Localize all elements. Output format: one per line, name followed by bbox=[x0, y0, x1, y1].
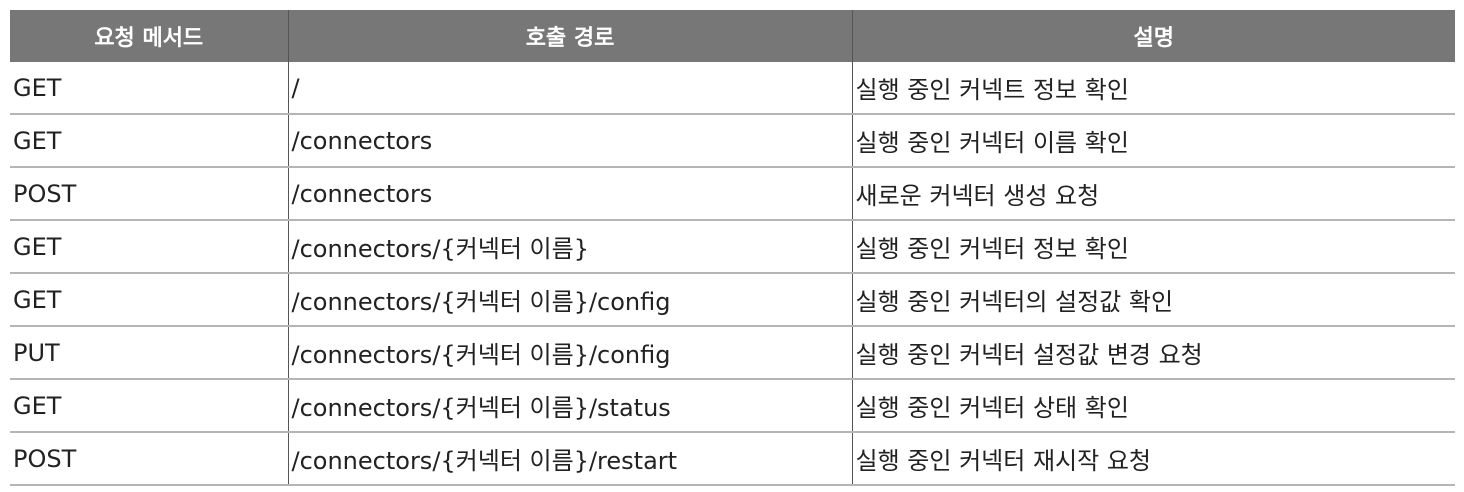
description-cell: 실행 중인 커넥터 정보 확인 bbox=[851, 220, 1455, 274]
method-cell: POST bbox=[10, 432, 288, 486]
method-cell: POST bbox=[10, 167, 288, 221]
path-cell: /connectors bbox=[287, 167, 852, 221]
description-cell: 실행 중인 커넥터 재시작 요청 bbox=[851, 432, 1455, 486]
description-cell: 실행 중인 커넥터 이름 확인 bbox=[851, 114, 1455, 168]
description-cell: 새로운 커넥터 생성 요청 bbox=[851, 167, 1455, 221]
table-row: GET / 실행 중인 커넥트 정보 확인 bbox=[10, 62, 1455, 115]
header-row: 요청 메서드 호출 경로 설명 bbox=[10, 10, 1455, 62]
description-cell: 실행 중인 커넥터 설정값 변경 요청 bbox=[851, 326, 1455, 380]
path-cell: /connectors/{커넥터 이름}/restart bbox=[287, 432, 852, 486]
description-cell: 실행 중인 커넥터의 설정값 확인 bbox=[851, 273, 1455, 327]
method-cell: GET bbox=[10, 273, 288, 327]
table-row: GET/connectors/{커넥터 이름} 실행 중인 커넥터 정보 확인 bbox=[10, 220, 1455, 274]
header-path: 호출 경로 bbox=[287, 10, 852, 62]
table-row: GET/connectors 실행 중인 커넥터 이름 확인 bbox=[10, 114, 1455, 168]
header-method: 요청 메서드 bbox=[10, 10, 288, 62]
method-cell: GET bbox=[10, 62, 288, 115]
path-cell: /connectors/{커넥터 이름} bbox=[287, 220, 852, 274]
method-cell: GET bbox=[10, 379, 288, 433]
path-cell: /connectors/{커넥터 이름}/config bbox=[287, 326, 852, 380]
method-cell: GET bbox=[10, 220, 288, 274]
path-cell: /connectors bbox=[287, 114, 852, 168]
path-cell: /connectors/{커넥터 이름}/status bbox=[287, 379, 852, 433]
path-cell: /connectors/{커넥터 이름}/config bbox=[287, 273, 852, 327]
table-row: GET/connectors/{커넥터 이름}/config 실행 중인 커넥터의… bbox=[10, 273, 1455, 327]
description-cell: 실행 중인 커넥트 정보 확인 bbox=[851, 62, 1455, 115]
method-cell: GET bbox=[10, 114, 288, 168]
api-table: 요청 메서드 호출 경로 설명 GET / 실행 중인 커넥트 정보 확인 GET/c… bbox=[10, 10, 1455, 486]
table-row: PUT/connectors/{커넥터 이름}/config 실행 중인 커넥터 … bbox=[10, 326, 1455, 380]
header-description: 설명 bbox=[851, 10, 1455, 62]
table-row: POST/connectors 새로운 커넥터 생성 요청 bbox=[10, 167, 1455, 221]
method-cell: PUT bbox=[10, 326, 288, 380]
path-cell: / bbox=[287, 62, 852, 115]
table-row: GET/connectors/{커넥터 이름}/status 실행 중인 커넥터 … bbox=[10, 379, 1455, 433]
table-row: POST/connectors/{커넥터 이름}/restart 실행 중인 커넥… bbox=[10, 432, 1455, 486]
description-cell: 실행 중인 커넥터 상태 확인 bbox=[851, 379, 1455, 433]
